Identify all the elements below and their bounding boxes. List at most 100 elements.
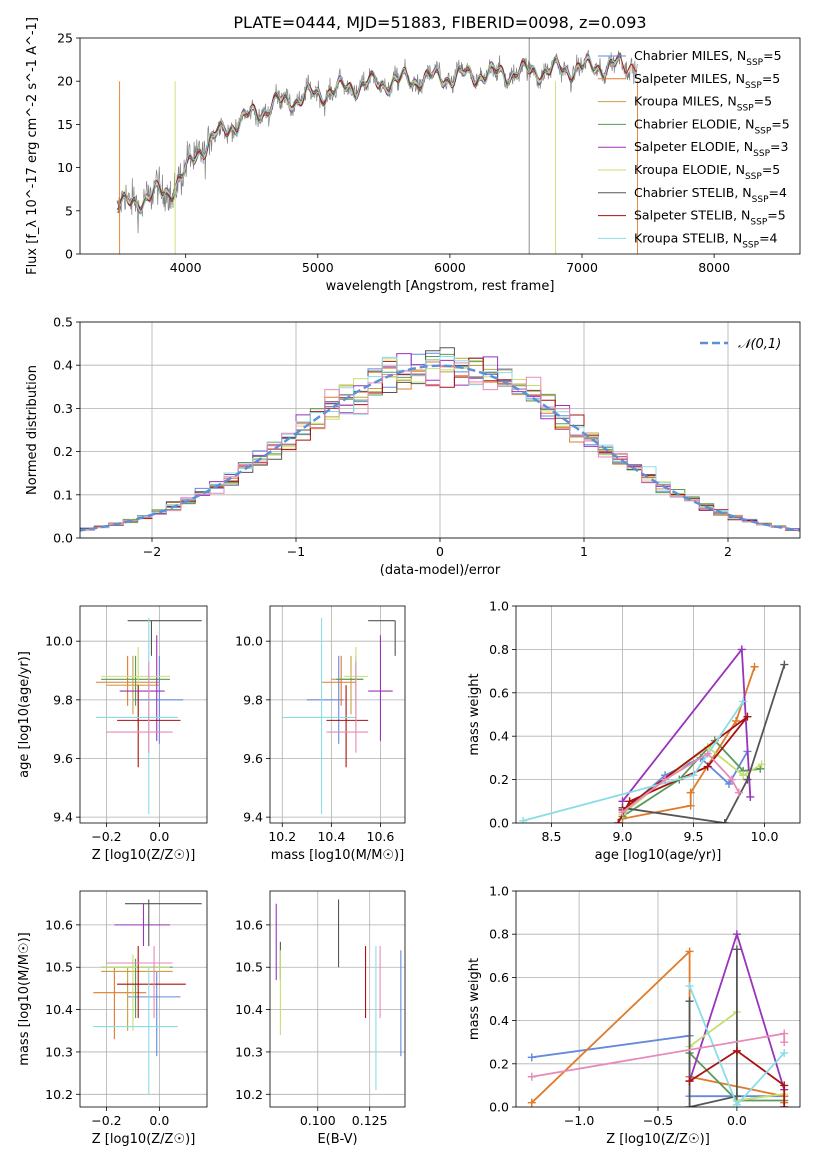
weight-marker [780,1081,789,1090]
weight-marker [739,771,748,780]
weight-line [621,752,740,813]
y-tick-label: 5 [65,203,73,218]
y-tick-label: 0.0 [489,816,509,831]
x-axis-label: age [log10(age/yr)] [595,848,722,863]
plot-area [519,645,789,823]
y-tick-label: 20 [57,74,73,89]
weight-marker [685,997,694,1006]
weight-marker [527,1072,536,1081]
y-tick-label: 10.0 [235,634,263,649]
x-tick-label: 9.5 [684,829,704,844]
weight-marker [625,797,634,806]
weight-marker [732,930,741,939]
weight-marker [739,697,748,706]
y-tick-label: 10 [57,160,73,175]
weight-marker [737,645,746,654]
y-tick-label: 1.0 [489,599,509,614]
weight-marker [685,1103,694,1107]
x-tick-label: 6000 [434,260,466,275]
weight-marker [732,1100,741,1107]
legend-value: =5 [762,71,780,86]
y-tick-label: 9.6 [53,751,73,766]
x-axis-label: E(B-V) [317,1132,357,1147]
legend-subscript: SSP [742,240,759,250]
weight-marker [686,788,695,797]
legend-value: =4 [759,230,777,245]
y-tick-label: 0.6 [489,685,509,700]
legend-subscript: SSP [745,81,762,91]
y-tick-label: 0.5 [53,315,73,330]
y-axis-label: mass [log10(M/M☉)] [17,932,32,1065]
y-tick-label: 9.8 [53,692,73,707]
y-tick-label: 0.4 [489,1013,509,1028]
x-tick-label: 2 [724,544,732,559]
plot-area [80,347,800,533]
legend-label: Kroupa MILES, NSSP=5 [634,94,772,114]
y-tick-label: 9.6 [243,751,263,766]
x-tick-label: 10.2 [268,829,296,844]
gaussian-curve [80,364,800,532]
y-tick-label: 9.4 [243,810,263,825]
weight-marker [750,662,759,671]
legend-value: =5 [771,116,789,131]
weight-marker [743,712,752,721]
legend-value: =5 [754,94,772,109]
y-tick-label: 0.6 [489,970,509,985]
legend-label: Chabrier STELIB, NSSP=4 [634,185,787,205]
legend-value: =4 [769,185,787,200]
panel-residual_histogram: −2 −1 0 1 2 0.0 0.1 0.2 0.3 0.4 0.5 (data-model)/er… [25,315,801,578]
model-line-salpeter-miles [118,55,637,211]
x-tick-label: 5000 [302,260,334,275]
x-tick-label: 0.100 [300,1113,336,1128]
axes-frame [79,37,801,255]
y-axis-label: mass weight [467,673,482,755]
y-tick-label: 1.0 [489,884,509,899]
x-axis-label: Z [log10(Z/Z☉)] [92,1132,196,1147]
y-tick-label: 0.0 [489,1100,509,1115]
legend-value: =5 [762,162,780,177]
weight-marker [727,775,736,784]
model-line-kroupa-stelib [119,55,622,213]
y-tick-label: 25 [57,31,73,46]
plot-area [275,899,402,1091]
y-tick-label: 15 [57,117,73,132]
y-axis-label: mass weight [467,958,482,1040]
weight-marker [746,792,755,801]
plot-area [282,617,396,815]
panel-mass_vs_Z: −0.2 0.0 10.2 10.3 10.4 10.5 10.6 Z [log10(Z/Z☉… [17,890,208,1147]
x-axis-label: wavelength [Angstrom, rest frame] [326,279,555,294]
x-tick-label: −0.2 [91,1113,121,1128]
x-tick-label: 10.4 [317,829,345,844]
x-tick-label: 8000 [698,260,730,275]
x-tick-label: 10.0 [751,829,779,844]
legend-subscript: SSP [737,104,754,114]
legend-subscript: SSP [754,126,771,136]
x-tick-label: 1 [580,544,588,559]
legend-subscript: SSP [750,218,767,228]
weight-marker [618,808,627,817]
legend-label: 𝒩(0,1) [738,337,781,352]
weight-marker [732,1046,741,1055]
weight-marker [725,779,733,788]
y-tick-label: 0.4 [489,729,509,744]
panel-spectrum: 4000 5000 6000 7000 8000 0 5 10 15 20 25 wavelength… [25,17,801,294]
weight-marker [685,982,694,991]
y-tick-label: 0.4 [53,358,73,373]
weight-marker [686,801,695,810]
plot-area [95,617,202,815]
legend-label: Chabrier ELODIE, NSSP=5 [634,116,790,136]
legend-label: Chabrier MILES, NSSP=5 [634,48,782,68]
y-tick-label: 0.2 [53,444,73,459]
x-tick-label: 4000 [170,260,202,275]
panel-mass_vs_ebv: 0.100 0.125 10.2 10.3 10.4 10.5 10.6 E(B-V) [235,890,406,1147]
x-tick-label: 7000 [566,260,598,275]
axes-frame [79,890,208,1108]
y-tick-label: 0.8 [489,927,509,942]
y-tick-label: 10.4 [45,1002,73,1017]
y-axis-label: age [log10(age/yr)] [17,651,32,778]
weight-marker [689,771,698,780]
y-tick-label: 10.0 [45,634,73,649]
x-tick-label: 9.0 [613,829,633,844]
plot-area [116,38,638,254]
y-tick-label: 9.4 [53,810,73,825]
